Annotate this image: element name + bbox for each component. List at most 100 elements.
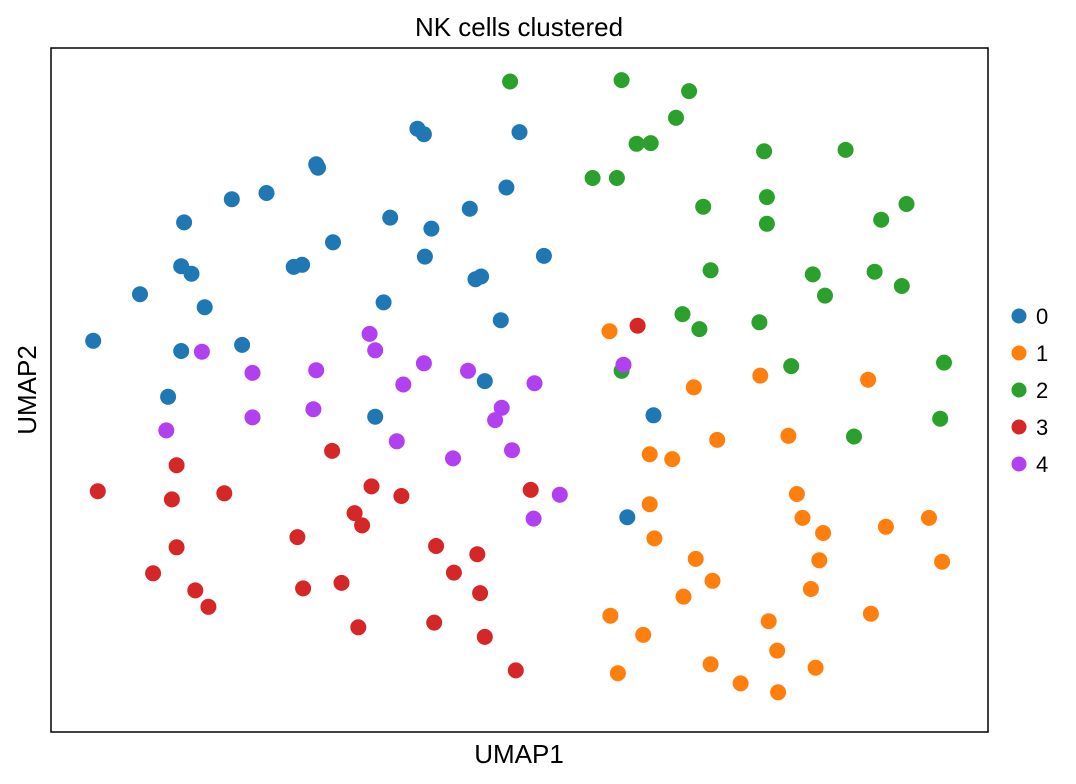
cluster-3-point xyxy=(289,529,306,546)
cluster-1-point xyxy=(860,371,877,388)
cluster-4-point xyxy=(504,442,520,459)
cluster-1-point xyxy=(788,486,805,502)
legend: 0 1 2 3 4 xyxy=(1011,304,1048,477)
cluster-3-point xyxy=(350,619,367,636)
y-axis-label: UMAP2 xyxy=(12,345,42,435)
cluster-3-point xyxy=(426,614,443,631)
cluster-0-point xyxy=(367,408,384,425)
cluster-0-point xyxy=(473,268,490,285)
cluster-1-point xyxy=(802,581,819,597)
cluster-2-point xyxy=(893,278,910,294)
cluster-3-point xyxy=(629,317,646,334)
legend-marker-0 xyxy=(1011,308,1027,324)
cluster-2-point xyxy=(804,266,821,283)
cluster-3-point xyxy=(393,488,410,504)
cluster-2-point xyxy=(758,189,775,206)
plot-frame xyxy=(50,47,989,733)
cluster-4-point xyxy=(526,375,543,392)
cluster-3-point xyxy=(469,546,486,563)
cluster-3-point xyxy=(428,538,445,554)
cluster-2-point xyxy=(695,198,712,215)
cluster-1-point xyxy=(602,607,619,624)
cluster-0-point xyxy=(498,179,515,196)
cluster-4-point xyxy=(487,412,504,429)
cluster-0-point xyxy=(294,256,311,273)
cluster-4-point xyxy=(493,399,510,416)
cluster-4-point xyxy=(305,401,322,418)
cluster-0-point xyxy=(415,126,432,143)
cluster-3-point xyxy=(89,483,106,500)
cluster-1-point xyxy=(646,530,663,547)
cluster-3-point xyxy=(333,574,350,591)
cluster-0-point xyxy=(325,234,341,251)
cluster-3-point xyxy=(522,481,539,498)
cluster-2-point xyxy=(751,314,768,331)
cluster-4-point xyxy=(551,486,568,503)
legend-marker-2 xyxy=(1011,382,1027,398)
scatter-points-layer xyxy=(85,72,952,701)
cluster-1-point xyxy=(685,379,702,396)
cluster-0-point xyxy=(223,191,240,208)
cluster-2-point xyxy=(608,170,625,186)
cluster-3-point xyxy=(163,491,180,508)
cluster-0-point xyxy=(511,124,528,141)
cluster-2-point xyxy=(846,428,862,445)
cluster-0-point xyxy=(176,214,193,231)
legend-label-1: 1 xyxy=(1036,341,1048,366)
cluster-3-point xyxy=(507,662,524,679)
cluster-1-point xyxy=(704,572,721,589)
cluster-2-point xyxy=(642,135,659,152)
cluster-1-point xyxy=(732,675,749,692)
cluster-0-point xyxy=(258,185,275,201)
cluster-2-point xyxy=(817,287,833,304)
cluster-2-point xyxy=(628,135,645,152)
cluster-2-point xyxy=(691,321,708,338)
cluster-4-point xyxy=(244,364,261,381)
cluster-1-point xyxy=(780,427,797,444)
cluster-3-point xyxy=(346,505,363,522)
cluster-3-point xyxy=(354,517,371,534)
cluster-0-point xyxy=(423,220,440,237)
legend-label-2: 2 xyxy=(1036,378,1048,403)
cluster-4-point xyxy=(361,325,378,342)
cluster-4-point xyxy=(193,343,210,360)
cluster-2-point xyxy=(936,354,952,371)
cluster-1-point xyxy=(609,665,626,682)
cluster-0-point xyxy=(416,248,433,265)
cluster-0-point xyxy=(234,336,251,353)
cluster-1-point xyxy=(769,642,786,659)
x-axis-label: UMAP1 xyxy=(474,739,564,769)
cluster-3-point xyxy=(168,457,185,474)
cluster-4-point xyxy=(367,342,384,359)
cluster-4-point xyxy=(244,409,261,426)
cluster-0-point xyxy=(382,209,399,226)
cluster-1-point xyxy=(687,550,704,567)
cluster-0-point xyxy=(619,509,636,526)
cluster-1-point xyxy=(702,656,719,673)
cluster-1-point xyxy=(877,518,894,535)
legend-label-4: 4 xyxy=(1036,452,1048,477)
cluster-0-point xyxy=(535,247,552,264)
legend-marker-4 xyxy=(1011,456,1027,472)
cluster-4-point xyxy=(158,422,175,439)
cluster-1-point xyxy=(807,659,824,676)
cluster-3-point xyxy=(168,539,185,556)
cluster-3-point xyxy=(476,628,493,645)
cluster-2-point xyxy=(668,109,684,126)
cluster-1-point xyxy=(921,509,937,526)
cluster-4-point xyxy=(445,450,461,467)
cluster-0-point xyxy=(132,286,148,303)
cluster-4-point xyxy=(615,356,632,373)
cluster-3-point xyxy=(216,485,233,502)
cluster-2-point xyxy=(681,83,698,100)
cluster-2-point xyxy=(584,170,601,186)
legend-label-0: 0 xyxy=(1036,304,1048,329)
cluster-3-point xyxy=(200,598,217,615)
cluster-0-point xyxy=(645,407,662,424)
cluster-0-point xyxy=(375,294,392,311)
cluster-2-point xyxy=(783,358,800,375)
cluster-3-point xyxy=(145,565,162,582)
cluster-1-point xyxy=(675,588,692,605)
cluster-2-point xyxy=(866,263,883,280)
